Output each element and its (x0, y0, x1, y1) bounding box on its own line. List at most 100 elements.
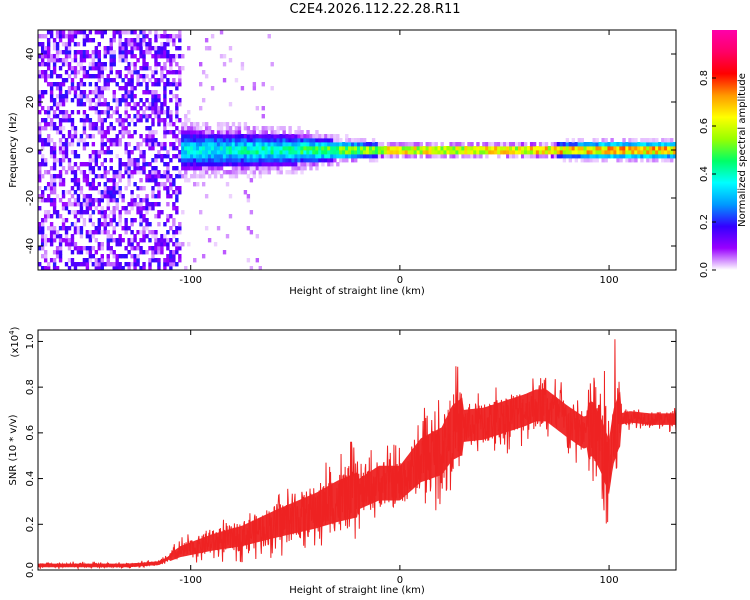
spectrogram-cell (207, 46, 212, 51)
spectrogram-cell (109, 138, 113, 143)
spectrogram-cell (231, 138, 236, 143)
spectrogram-cell (577, 150, 581, 155)
spectrogram-cell (106, 238, 110, 243)
spectrogram-cell (234, 158, 239, 163)
spectrogram-cell (327, 134, 331, 139)
spectrogram-cell (139, 30, 143, 35)
spectrogram-cell (64, 62, 69, 67)
spectrogram-cell (145, 234, 149, 239)
spectrogram-cell (70, 82, 75, 87)
spectrogram-cell (169, 114, 173, 119)
spectrogram-cell (157, 54, 161, 59)
spectrogram-cell (175, 82, 179, 87)
spectrogram-cell (556, 154, 561, 159)
spectrogram-cell (619, 142, 623, 147)
spectrogram-cell (270, 146, 274, 151)
spectrogram-cell (175, 166, 179, 171)
spectrogram-cell (64, 142, 69, 147)
spectrogram-cell (52, 58, 57, 63)
spectrogram-cell (425, 150, 429, 155)
spectrogram-cell (267, 166, 271, 171)
spectrogram-cell (70, 166, 75, 171)
spectrogram-cell (163, 222, 167, 227)
spectrogram-cell (348, 138, 352, 143)
spectrogram-cell (100, 146, 104, 151)
spectrogram-cell (151, 54, 155, 59)
spectrogram-cell (225, 158, 230, 163)
spectrogram-cell (142, 62, 146, 67)
spectrogram-cell (601, 150, 605, 155)
spectrogram-cell (303, 150, 307, 155)
spectrogram-cell (315, 130, 319, 135)
spectrogram-cell (291, 138, 295, 143)
spectrogram-cell (544, 146, 549, 151)
spectrogram-cell (222, 62, 227, 67)
spectrogram-cell (106, 150, 110, 155)
spectrogram-cell (264, 130, 268, 135)
spectrogram-cell (175, 98, 179, 103)
spectrogram-cell (184, 154, 188, 159)
spectrogram-cell (94, 102, 99, 107)
spectrogram-cell (118, 174, 122, 179)
spectrogram-cell (201, 142, 206, 147)
spectrogram-cell (213, 154, 218, 159)
spectrogram-cells (38, 30, 676, 270)
spectrogram-cell (198, 142, 203, 147)
spectrogram-cell (154, 58, 158, 63)
spectrogram-cell (58, 102, 63, 107)
spectrogram-cell (76, 154, 81, 159)
spectrogram-cell (243, 190, 248, 195)
spectrogram-cell (595, 150, 599, 155)
spectrogram-cell (258, 130, 262, 135)
spectrogram-cell (43, 54, 48, 59)
spectrogram-cell (94, 174, 99, 179)
spectrogram-cell (139, 170, 143, 175)
spectrogram-cell (46, 30, 51, 35)
spectrogram-cell (139, 106, 143, 111)
spectrogram-cell (118, 194, 122, 199)
spectrogram-cell (306, 158, 310, 163)
spectrogram-cell (413, 150, 418, 155)
spectrogram-cell (55, 94, 60, 99)
spectrogram-cell (172, 54, 176, 59)
spectrogram-cell (151, 82, 155, 87)
spectrogram-cell (136, 34, 140, 39)
spectrogram-cell (97, 242, 102, 247)
spectrogram-cell (49, 202, 54, 207)
spectrogram-cell (94, 66, 99, 71)
spectrogram-cell (392, 146, 397, 151)
spectrogram-cell (169, 186, 173, 191)
spectrogram-cell (55, 42, 60, 47)
spectrogram-cell (664, 154, 668, 159)
spectrogram-cell (124, 38, 128, 43)
spectrogram-cell (148, 206, 152, 211)
spectrogram-cell (345, 138, 349, 143)
spectrogram-cell (58, 122, 63, 127)
spectrogram-cell (354, 142, 358, 147)
spectrogram-cell (243, 146, 248, 151)
spectrogram-cell (196, 122, 200, 127)
spectrogram-cell (40, 126, 45, 131)
spectrogram-cell (249, 210, 254, 215)
spectrogram-cell (273, 166, 277, 171)
spectrogram-cell (345, 134, 349, 139)
spectrogram-cell (73, 90, 78, 95)
spectrogram-cell (198, 82, 203, 87)
spectrogram-cell (240, 66, 245, 71)
spectrogram-cell (488, 142, 492, 147)
spectrogram-cell (106, 170, 110, 175)
spectrogram-cell (154, 50, 158, 55)
spectrogram-cell (497, 150, 501, 155)
spectrogram-cell (76, 142, 81, 147)
spectrogram-cell (94, 262, 99, 267)
spectrogram-cell (139, 134, 143, 139)
spectrogram-cell (404, 154, 409, 159)
spectrogram-cell (58, 38, 63, 43)
spectrogram-cell (103, 118, 107, 123)
spectrogram-cell (40, 238, 45, 243)
spectrogram-cell (82, 142, 87, 147)
spectrogram-cell (664, 138, 668, 143)
spectrogram-cell (148, 170, 152, 175)
spectrogram-cell (193, 258, 197, 263)
spectrogram-cell (667, 150, 671, 155)
